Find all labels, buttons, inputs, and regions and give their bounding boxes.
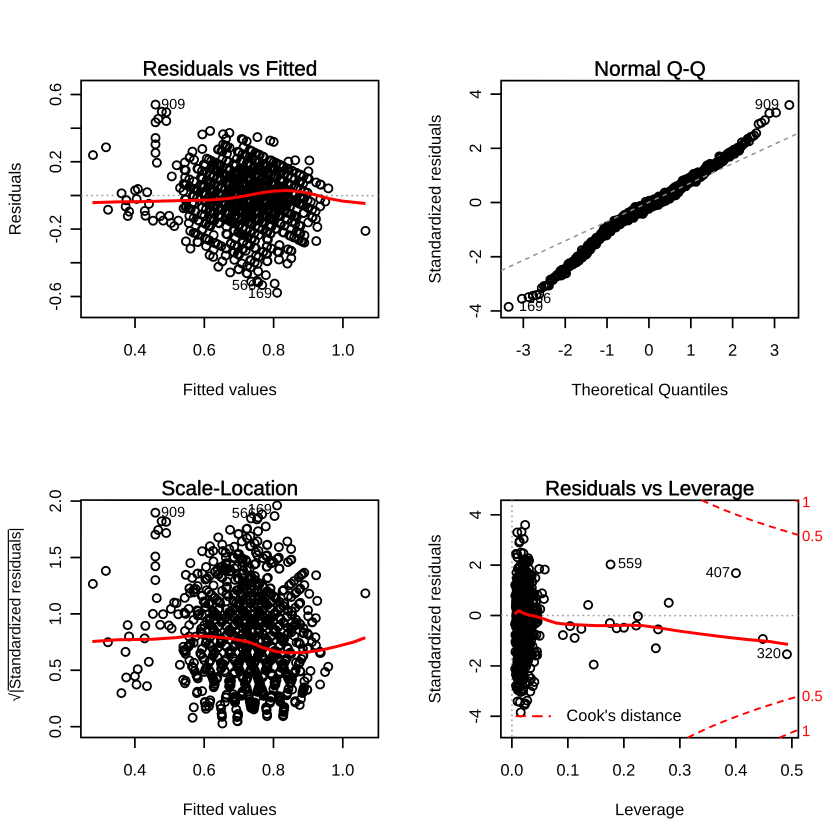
svg-text:1.0: 1.0 [46,602,65,625]
svg-text:Residuals: Residuals [6,163,25,236]
svg-text:0.6: 0.6 [193,341,216,360]
svg-text:2: 2 [466,560,485,569]
svg-text:0: 0 [644,341,653,360]
svg-text:0: 0 [466,198,485,207]
svg-text:Fitted values: Fitted values [183,800,277,819]
svg-text:-0.2: -0.2 [46,215,65,244]
svg-text:566: 566 [527,291,551,307]
svg-text:Theoretical Quantiles: Theoretical Quantiles [571,380,728,399]
svg-text:0.2: 0.2 [612,761,635,780]
svg-text:4: 4 [466,89,485,98]
svg-text:169: 169 [519,299,543,315]
svg-text:0.5: 0.5 [46,659,65,682]
svg-text:3: 3 [770,341,779,360]
svg-text:2: 2 [728,341,737,360]
svg-text:Fitted values: Fitted values [183,380,277,399]
svg-text:1.0: 1.0 [331,341,354,360]
svg-text:0.2: 0.2 [46,150,65,173]
svg-text:0.3: 0.3 [668,761,691,780]
svg-text:Scale-Location: Scale-Location [161,477,298,500]
svg-text:0.6: 0.6 [193,761,216,780]
svg-text:909: 909 [755,97,779,113]
svg-text:-3: -3 [516,341,531,360]
svg-text:1.5: 1.5 [46,546,65,569]
svg-text:0.4: 0.4 [123,340,146,359]
svg-text:-0.6: -0.6 [46,282,65,311]
svg-text:2: 2 [466,144,485,153]
svg-text:0.6: 0.6 [46,83,65,106]
svg-text:1: 1 [686,341,695,360]
svg-text:-2: -2 [466,659,485,674]
svg-text:Residuals vs Fitted: Residuals vs Fitted [143,58,318,81]
svg-text:169: 169 [248,286,272,302]
svg-text:1.0: 1.0 [331,761,354,780]
svg-text:909: 909 [161,97,185,113]
svg-text:√|Standardized residuals|: √|Standardized residuals| [7,527,24,701]
svg-text:-1: -1 [600,341,615,360]
svg-text:566: 566 [232,278,256,294]
svg-text:169: 169 [248,502,272,518]
svg-text:909: 909 [161,505,185,521]
svg-text:0.0: 0.0 [500,761,523,780]
svg-text:0.0: 0.0 [46,715,65,738]
svg-text:0.4: 0.4 [123,760,146,779]
svg-text:0.1: 0.1 [556,761,579,780]
svg-text:Standardized residuals: Standardized residuals [426,115,445,284]
svg-text:0.8: 0.8 [262,761,285,780]
svg-text:4: 4 [466,510,485,519]
svg-text:2.0: 2.0 [46,490,65,513]
svg-text:0.8: 0.8 [262,341,285,360]
svg-text:Normal Q-Q: Normal Q-Q [594,58,706,81]
svg-text:-2: -2 [466,249,485,264]
svg-text:0: 0 [466,611,485,620]
svg-text:0.4: 0.4 [724,761,747,780]
svg-text:0.5: 0.5 [780,761,803,780]
svg-text:566: 566 [232,506,256,522]
svg-text:-2: -2 [558,341,573,360]
svg-text:-4: -4 [466,304,485,319]
svg-text:-4: -4 [466,709,485,724]
